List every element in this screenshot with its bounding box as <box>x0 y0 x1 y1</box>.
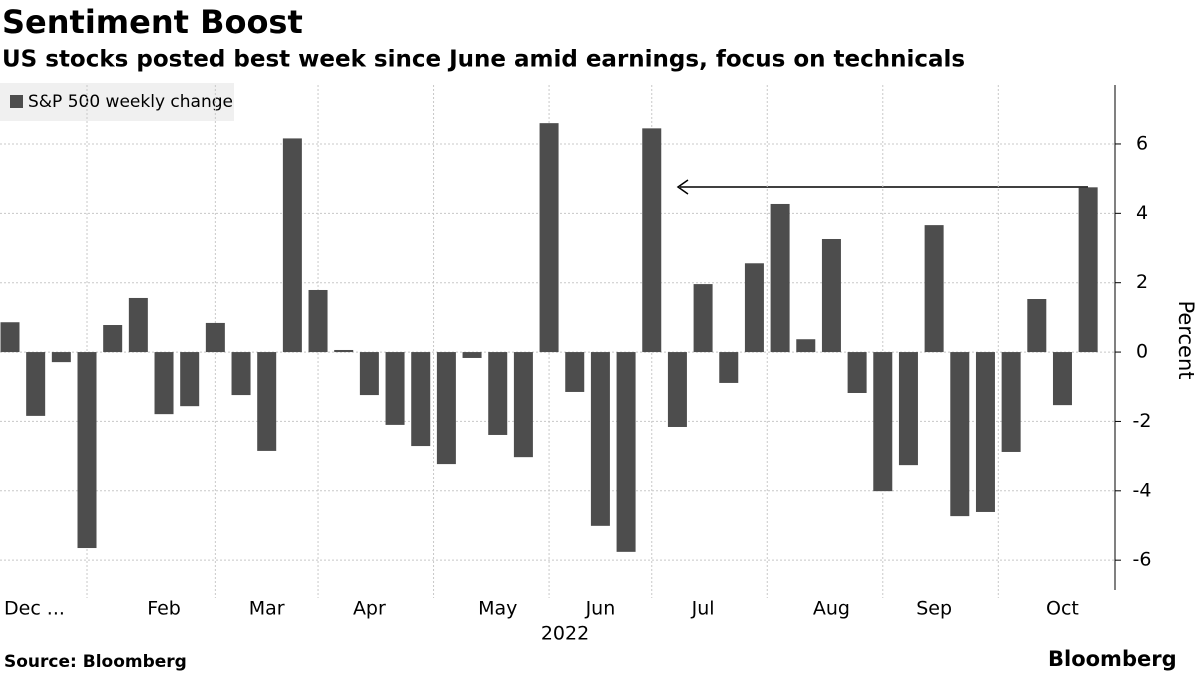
bar <box>411 352 431 447</box>
bar <box>719 352 739 383</box>
y-tick-label: 4 <box>1136 202 1148 224</box>
bar <box>1078 187 1098 353</box>
y-tick-label: -4 <box>1133 479 1152 501</box>
x-tick-label: Sep <box>916 598 952 620</box>
bar <box>385 352 405 425</box>
x-axis-title: 2022 <box>541 623 589 645</box>
bar <box>180 352 200 407</box>
bar <box>642 128 662 353</box>
bar <box>1001 352 1021 452</box>
source: Source: Bloomberg <box>4 652 187 672</box>
y-tick-label: -2 <box>1133 410 1152 432</box>
bar <box>539 123 559 353</box>
bar <box>770 203 790 353</box>
y-tick-label: -6 <box>1133 549 1152 571</box>
bar <box>975 352 995 512</box>
y-tick-label: 0 <box>1136 341 1148 363</box>
chart-subtitle: US stocks posted best week since June am… <box>2 47 965 73</box>
bar <box>847 352 867 393</box>
x-tick-label: Mar <box>249 598 285 620</box>
brand: Bloomberg <box>1048 647 1177 671</box>
bar <box>744 263 764 353</box>
x-tick-label: Feb <box>147 598 181 620</box>
x-tick-label: Apr <box>353 598 386 620</box>
bar <box>667 352 687 427</box>
bar <box>359 352 379 396</box>
bar <box>282 138 302 353</box>
bar <box>565 352 585 392</box>
x-tick-label: May <box>478 598 517 620</box>
arrow-head <box>676 179 689 195</box>
legend-label: S&P 500 weekly change <box>28 92 233 112</box>
y-tick-label: 6 <box>1136 132 1148 154</box>
y-tick-label: 2 <box>1136 271 1148 293</box>
bar <box>51 352 71 363</box>
legend-box <box>0 83 234 121</box>
bar <box>616 352 636 552</box>
bar <box>205 322 225 353</box>
legend-swatch <box>10 95 23 108</box>
bar <box>334 349 354 353</box>
bar <box>103 325 123 353</box>
bar <box>924 225 944 353</box>
bar <box>0 322 20 353</box>
bar <box>1052 352 1072 406</box>
x-tick-label: Jun <box>585 598 616 620</box>
bar <box>590 352 610 526</box>
bar <box>154 352 174 415</box>
bar <box>821 238 841 353</box>
bar <box>77 352 97 549</box>
x-tick-label: Dec ... <box>4 598 65 620</box>
x-tick-label: Aug <box>813 598 850 620</box>
bar <box>950 352 970 517</box>
y-axis-title: Percent <box>1174 300 1198 379</box>
bar <box>1027 299 1047 353</box>
x-tick-label: Oct <box>1046 598 1079 620</box>
bar <box>462 352 482 358</box>
bar <box>898 352 918 466</box>
bar <box>128 297 148 353</box>
bar <box>308 289 328 353</box>
bar <box>436 352 456 465</box>
bar <box>693 284 713 353</box>
bar <box>231 352 251 396</box>
bar <box>513 352 533 458</box>
bar <box>488 352 508 435</box>
x-tick-label: Jul <box>691 598 715 620</box>
bar <box>796 339 816 353</box>
bar <box>257 352 277 451</box>
bar <box>873 352 893 492</box>
chart-title: Sentiment Boost <box>2 3 303 41</box>
bar <box>26 352 46 416</box>
